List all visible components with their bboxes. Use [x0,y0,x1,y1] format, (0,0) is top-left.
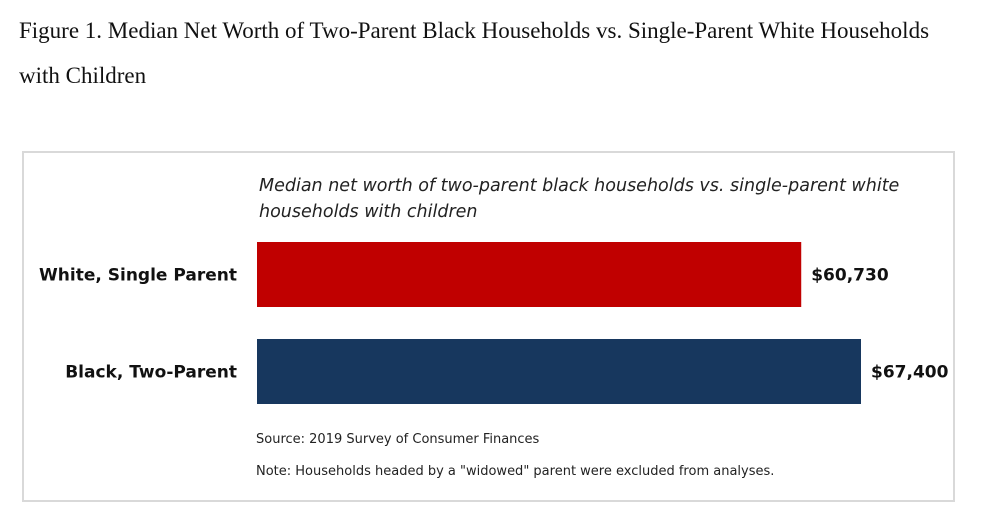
bar-white-single-parent [257,242,802,307]
category-label-black-two-parent: Black, Two-Parent [65,363,237,383]
exclusion-note: Note: Households headed by a "widowed" p… [256,464,775,479]
data-label-white-single-parent: $60,730 [811,266,889,286]
bar-black-two-parent [257,339,861,404]
figure-caption: Figure 1. Median Net Worth of Two-Parent… [19,18,930,88]
chart-frame: Median net worth of two-parent black hou… [22,151,955,502]
bar-chart: White, Single Parent $60,730 Black, Two-Pa… [39,242,949,404]
category-label-white-single-parent: White, Single Parent [39,266,237,286]
data-label-black-two-parent: $67,400 [871,363,949,383]
chart-title: Median net worth of two-parent black hou… [259,176,900,222]
source-note: Source: 2019 Survey of Consumer Finances [256,432,540,447]
